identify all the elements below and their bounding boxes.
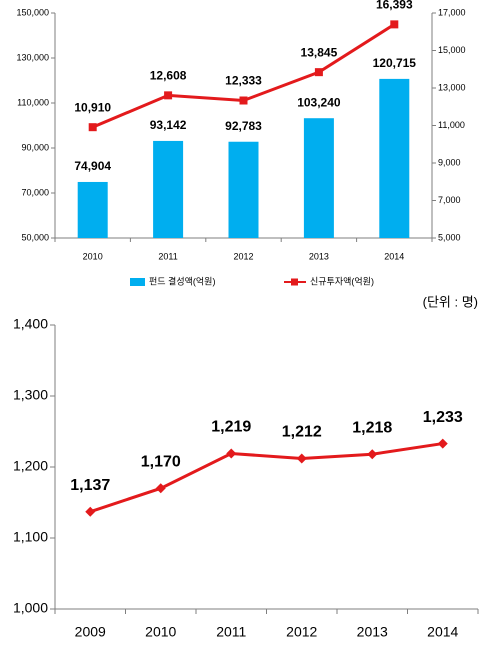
- chart2-x-tick-label: 2012: [286, 624, 317, 640]
- chart2-x-tick-label: 2010: [145, 624, 176, 640]
- chart1-right-tick-label: 17,000: [438, 7, 466, 17]
- chart1-x-tick-label: 2013: [309, 251, 329, 261]
- chart1-x-tick-label: 2011: [158, 251, 177, 261]
- chart1-bar: [228, 141, 259, 238]
- chart1-left-tick-label: 130,000: [16, 52, 49, 62]
- chart1-legend-line-label: 신규투자액(억원): [310, 275, 374, 286]
- chart2-line-marker: [85, 506, 96, 517]
- chart2-data-label: 1,233: [423, 409, 463, 426]
- chart2-line-marker: [367, 449, 378, 460]
- chart1-right-tick-label: 9,000: [438, 157, 461, 167]
- chart1-line-label: 16,393: [376, 0, 413, 12]
- chart1-bar: [77, 181, 108, 238]
- chart1-line-label: 12,333: [225, 74, 262, 88]
- chart1-bar-label: 92,783: [225, 119, 262, 133]
- chart2-y-tick-label: 1,100: [13, 529, 48, 545]
- chart2-x-tick-label: 2011: [216, 624, 246, 640]
- chart2-data-label: 1,212: [282, 424, 322, 441]
- chart1-left-tick-label: 150,000: [16, 7, 49, 17]
- chart2-data-label: 1,137: [70, 477, 110, 494]
- chart2-x-tick-label: 2013: [357, 624, 388, 640]
- chart2-line-marker: [155, 483, 166, 494]
- chart2-data-label: 1,219: [211, 419, 251, 436]
- chart2-line-marker: [296, 453, 307, 464]
- chart1-bar-label: 93,142: [150, 118, 187, 132]
- chart1-left-tick-label: 70,000: [21, 187, 49, 197]
- chart1-line-marker: [88, 123, 97, 132]
- chart1-line-label: 13,845: [301, 45, 338, 59]
- chart1-x-tick-label: 2012: [233, 251, 253, 261]
- chart1-left-tick-label: 110,000: [17, 97, 49, 107]
- chart2-y-tick-label: 1,000: [13, 600, 48, 616]
- chart1-left-tick-label: 90,000: [21, 142, 49, 152]
- chart2-x-tick-label: 2014: [427, 624, 458, 640]
- chart1-bar-label: 120,715: [373, 56, 417, 70]
- chart1-right-tick-label: 5,000: [438, 232, 461, 242]
- chart2-line-series: [89, 442, 443, 514]
- chart2-y-tick-label: 1,200: [13, 458, 48, 474]
- chart1-line-marker: [314, 68, 323, 77]
- chart2-unit-label: (단위 : 명): [423, 294, 478, 309]
- chart1-bar: [153, 140, 184, 238]
- chart1-line-label: 10,910: [74, 100, 111, 114]
- chart1-line-marker: [390, 20, 399, 29]
- chart1-legend-bar-label: 펀드 결성액(억원): [149, 275, 215, 286]
- chart1-right-tick-label: 15,000: [438, 45, 466, 55]
- chart1-line-label: 12,608: [150, 69, 187, 83]
- chart2-line-marker: [226, 448, 237, 459]
- chart1-bar-label: 103,240: [297, 95, 341, 109]
- chart2-line-marker: [437, 438, 448, 449]
- chart1-legend-bar-swatch: [130, 278, 145, 286]
- chart1-line-marker: [164, 91, 173, 100]
- chart2-x-tick-label: 2009: [75, 624, 106, 640]
- chart1-bar: [379, 78, 410, 238]
- chart1-x-tick-label: 2014: [384, 251, 404, 261]
- chart1-right-tick-label: 7,000: [438, 195, 461, 205]
- chart1-right-tick-label: 11,000: [438, 120, 465, 130]
- chart1-line-marker: [239, 96, 248, 105]
- chart1-right-tick-label: 13,000: [438, 82, 466, 92]
- chart2-y-tick-label: 1,400: [13, 316, 48, 332]
- chart1-left-tick-label: 50,000: [21, 232, 49, 242]
- chart1-legend-line-marker: [291, 278, 298, 286]
- chart1-bar: [303, 118, 334, 238]
- chart2-data-label: 1,218: [352, 419, 392, 436]
- chart2-y-tick-label: 1,300: [13, 387, 48, 403]
- chart1-bar-label: 74,904: [74, 159, 111, 173]
- chart2-data-label: 1,170: [141, 454, 181, 471]
- chart1-x-tick-label: 2010: [83, 251, 103, 261]
